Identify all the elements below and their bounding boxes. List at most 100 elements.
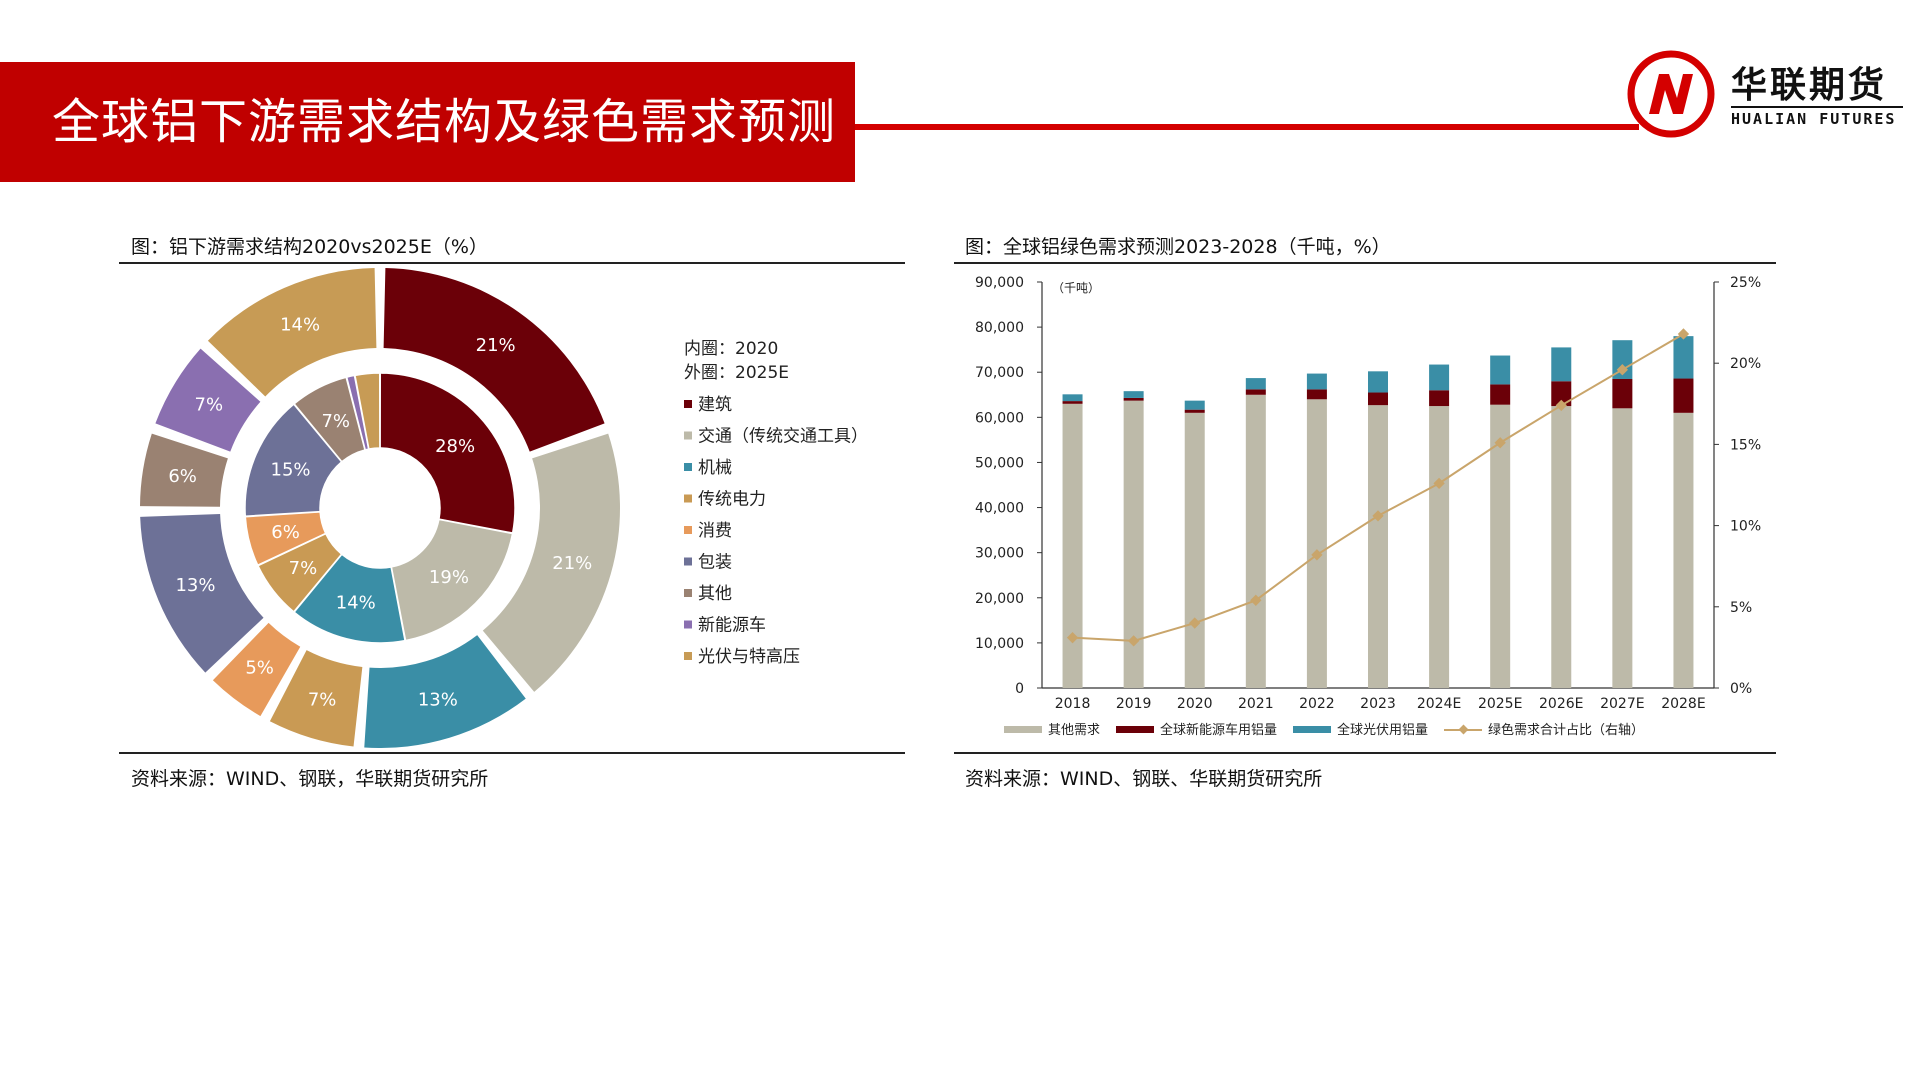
outer-slice-label-0: 21% [476,335,516,356]
donut-legend-label-3: 传统电力 [698,490,766,510]
y-left-tick-label-6: 60,000 [975,410,1024,426]
hualian-logo-icon [1627,50,1715,138]
bar-0-1 [1123,400,1144,688]
x-tick-label-8: 2026E [1539,696,1583,712]
right-bottom-rule [954,752,1776,754]
y-left-tick-label-0: 0 [1015,681,1024,697]
x-tick-label-0: 2018 [1055,696,1091,712]
y-right-tick-label-5: 25% [1730,275,1761,291]
x-tick-label-7: 2025E [1478,696,1522,712]
bar-2-0 [1062,394,1083,402]
bar-2-4 [1306,373,1327,390]
bar-0-4 [1306,399,1327,688]
x-tick-label-1: 2019 [1116,696,1152,712]
outer-slice-label-3: 7% [308,689,337,710]
donut-legend-swatch-7 [684,620,692,629]
donut-legend-swatch-2 [684,463,692,471]
bar-0-10 [1673,412,1694,688]
inner-slice-5 [244,403,343,518]
donut-legend-label-8: 光伏与特高压 [698,647,800,667]
y-left-tick-label-3: 30,000 [975,546,1024,562]
green-share-point-4 [1311,549,1323,561]
bar-0-7 [1490,404,1511,688]
inner-slice-8 [354,372,381,450]
bar-1-7 [1490,384,1511,405]
bar-legend-swatch-1 [1116,726,1154,733]
green-share-point-8 [1555,399,1567,412]
y-right-tick-label-2: 10% [1730,519,1761,535]
donut-legend-label-1: 交通（传统交通工具） [698,427,868,447]
outer-slice-label-8: 14% [280,315,320,336]
outer-slice-label-1: 21% [552,553,592,574]
bar-legend-marker-3 [1458,724,1469,735]
right-figure-source: 资料来源：WIND、钢联、华联期货研究所 [965,768,1323,790]
y-right-tick-label-1: 5% [1730,600,1752,616]
x-tick-label-9: 2027E [1600,696,1644,712]
inner-slice-label-5: 15% [271,459,311,480]
outer-slice-3 [269,650,363,747]
bar-2-3 [1245,378,1266,390]
logo-name-cn: 华联期货 [1731,65,1888,106]
donut-legend-swatch-6 [684,589,692,597]
bar-2-2 [1184,400,1205,410]
green-share-point-9 [1616,364,1629,376]
x-tick-label-6: 2024E [1417,696,1461,712]
inner-slice-label-4: 6% [271,522,300,543]
donut-legend-label-0: 建筑 [698,395,732,415]
bar-0-8 [1551,406,1572,688]
y-right-tick-label-0: 0% [1730,681,1752,697]
donut-legend-swatch-8 [684,652,692,660]
bar-1-6 [1429,390,1450,407]
left-bottom-rule [119,752,905,754]
page-title: 全球铝下游需求结构及绿色需求预测 [52,94,837,150]
outer-slice-label-4: 5% [245,658,274,679]
title-accent-line [855,124,1639,130]
logo-name-en: HUALIAN FUTURES [1731,110,1897,128]
inner-slice-label-2: 14% [336,592,376,613]
x-tick-label-2: 2020 [1177,696,1213,712]
bar-1-8 [1551,381,1572,407]
bar-2-1 [1123,391,1144,398]
logo-divider [1731,106,1903,108]
x-tick-label-10: 2028E [1661,696,1705,712]
bar-0-3 [1245,394,1266,688]
y-left-tick-label-4: 40,000 [975,501,1024,517]
bar-legend-label-1: 全球新能源车用铝量 [1160,722,1277,738]
y-left-tick-label-9: 90,000 [975,275,1024,291]
outer-slice-label-2: 13% [418,689,458,710]
bar-1-10 [1673,378,1694,413]
outer-slice-label-7: 7% [195,395,224,416]
bar-2-10 [1673,336,1694,379]
outer-slice-6 [140,433,228,507]
title-bar: 全球铝下游需求结构及绿色需求预测 [0,62,855,182]
y-right-tick-label-3: 15% [1730,437,1761,453]
x-tick-label-5: 2023 [1360,696,1396,712]
left-figure-source: 资料来源：WIND、钢联，华联期货研究所 [131,768,489,790]
donut-legend-label-5: 包装 [698,553,732,573]
bar-0-5 [1368,405,1388,688]
outer-slice-1 [482,433,620,692]
right-figure-caption: 图：全球铝绿色需求预测2023-2028（千吨，%） [965,236,1391,258]
bar-legend-swatch-2 [1293,726,1331,733]
left-figure-caption: 图：铝下游需求结构2020vs2025E（%） [131,236,488,258]
bar-2-7 [1490,355,1511,385]
inner-slice-label-1: 19% [429,567,469,588]
donut-legend-label-2: 机械 [698,458,732,478]
y-left-tick-label-8: 80,000 [975,320,1024,336]
logo: 华联期货 HUALIAN FUTURES [1625,48,1905,138]
y-left-tick-label-7: 70,000 [975,365,1024,381]
bar-0-2 [1184,412,1205,688]
outer-slice-7 [155,348,261,452]
inner-slice-label-3: 7% [289,558,318,579]
y-left-unit-label: （千吨） [1052,281,1100,295]
donut-legend-swatch-4 [684,526,692,534]
right-top-rule [954,262,1776,264]
bar-legend-label-3: 绿色需求合计占比（右轴） [1488,722,1644,738]
donut-legend-label-7: 新能源车 [698,616,766,636]
bar-1-3 [1245,389,1266,395]
bar-0-0 [1062,403,1083,688]
outer-slice-0 [383,268,605,452]
y-left-tick-label-1: 10,000 [975,636,1024,652]
bar-legend-label-0: 其他需求 [1048,723,1100,738]
green-share-point-10 [1677,328,1690,340]
